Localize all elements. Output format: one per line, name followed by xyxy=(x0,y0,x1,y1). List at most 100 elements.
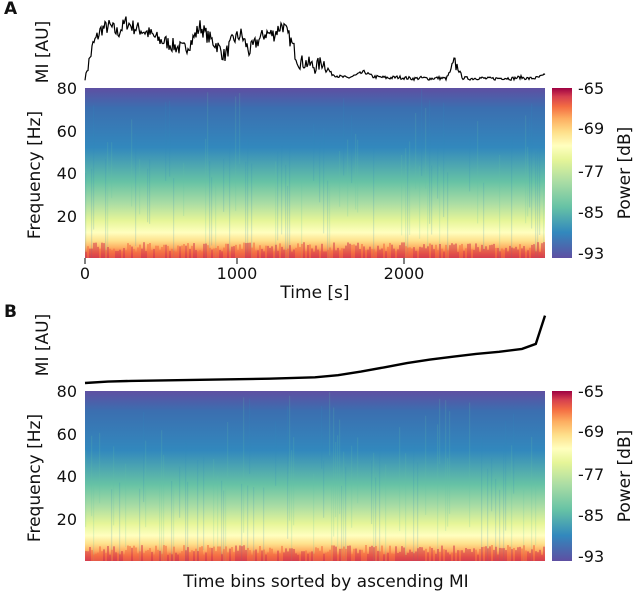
spectrogram-lowfreq-band xyxy=(249,242,251,258)
spectrogram-streak xyxy=(331,486,333,561)
spectrogram-lowfreq-band xyxy=(99,546,101,561)
spectrogram-lowfreq-band xyxy=(375,545,377,561)
spectrogram-streak xyxy=(171,481,173,561)
spectrogram-lowfreq-band xyxy=(407,552,409,561)
spectrogram-lowfreq-band xyxy=(283,249,285,258)
panel-a-colorbar xyxy=(552,88,572,258)
spectrogram-lowfreq-band xyxy=(121,251,123,258)
spectrogram-lowfreq-band xyxy=(207,545,209,561)
spectrogram-lowfreq-band xyxy=(137,247,139,258)
spectrogram-lowfreq-band xyxy=(337,247,339,258)
spectrogram-lowfreq-band xyxy=(101,242,103,258)
spectrogram-streak xyxy=(543,185,545,258)
spectrogram-lowfreq-band xyxy=(403,242,405,258)
spectrogram-lowfreq-band xyxy=(385,251,387,258)
spectrogram-lowfreq-band xyxy=(251,247,253,258)
spectrogram-lowfreq-band xyxy=(371,545,373,561)
panel-b-cbar-tick-77: -77 xyxy=(578,465,604,484)
spectrogram-lowfreq-band xyxy=(237,550,239,561)
spectrogram-lowfreq-band xyxy=(197,551,199,561)
spectrogram-streak xyxy=(339,419,341,515)
spectrogram-lowfreq-band xyxy=(147,549,149,561)
panel-b-cbar-tick-69: -69 xyxy=(578,422,604,441)
spectrogram-lowfreq-band xyxy=(527,551,529,561)
spectrogram-lowfreq-band xyxy=(95,242,97,258)
spectrogram-streak xyxy=(483,182,485,251)
spectrogram-lowfreq-band xyxy=(531,549,533,561)
spectrogram-streak xyxy=(407,148,409,255)
spectrogram-lowfreq-band xyxy=(139,551,141,561)
panel-a-cbar-label: Power [dB] xyxy=(615,127,635,220)
spectrogram-lowfreq-band xyxy=(163,244,165,258)
spectrogram-lowfreq-band xyxy=(543,546,545,561)
spectrogram-streak xyxy=(135,133,137,247)
spectrogram-lowfreq-band xyxy=(173,546,175,561)
spectrogram-streak xyxy=(281,146,283,235)
spectrogram-lowfreq-band xyxy=(249,550,251,561)
spectrogram-lowfreq-band xyxy=(511,247,513,258)
spectrogram-streak xyxy=(221,480,223,557)
spectrogram-lowfreq-band xyxy=(457,251,459,258)
spectrogram-lowfreq-band xyxy=(295,247,297,258)
spectrogram-lowfreq-band xyxy=(127,243,129,258)
spectrogram-streak xyxy=(277,151,279,241)
spectrogram-lowfreq-band xyxy=(351,244,353,258)
spectrogram-streak xyxy=(445,400,447,531)
spectrogram-lowfreq-band xyxy=(453,545,455,561)
spectrogram-streak xyxy=(143,411,145,503)
panel-b-ytick-40: 40 xyxy=(57,467,77,486)
spectrogram-lowfreq-band xyxy=(489,546,491,561)
spectrogram-streak xyxy=(351,115,353,184)
spectrogram-streak xyxy=(159,480,161,561)
panel-a-cbar-tick-85: -85 xyxy=(578,203,604,222)
spectrogram-streak xyxy=(431,165,433,235)
spectrogram-lowfreq-band xyxy=(455,243,457,258)
spectrogram-lowfreq-band xyxy=(527,250,529,258)
spectrogram-lowfreq-band xyxy=(205,552,207,561)
spectrogram-lowfreq-band xyxy=(481,244,483,258)
spectrogram-lowfreq-band xyxy=(523,545,525,561)
spectrogram-lowfreq-band xyxy=(289,548,291,561)
spectrogram-lowfreq-band xyxy=(511,549,513,561)
spectrogram-streak xyxy=(289,395,291,521)
spectrogram-streak xyxy=(511,137,513,258)
spectrogram-streak xyxy=(247,485,249,556)
spectrogram-streak xyxy=(185,441,187,561)
spectrogram-lowfreq-band xyxy=(165,244,167,258)
spectrogram-lowfreq-band xyxy=(457,550,459,561)
spectrogram-lowfreq-band xyxy=(273,553,275,561)
spectrogram-lowfreq-band xyxy=(255,549,257,561)
spectrogram-lowfreq-band xyxy=(95,553,97,561)
spectrogram-lowfreq-band xyxy=(371,249,373,258)
spectrogram-lowfreq-band xyxy=(283,552,285,561)
spectrogram-lowfreq-band xyxy=(321,243,323,258)
panel-b-spectrogram-texture xyxy=(85,392,545,561)
spectrogram-streak xyxy=(147,168,149,223)
spectrogram-streak xyxy=(169,100,171,177)
panel-a-cbar-tick-65: -65 xyxy=(578,79,604,98)
spectrogram-lowfreq-band xyxy=(353,244,355,258)
panel-label-a: A xyxy=(4,0,18,19)
spectrogram-lowfreq-band xyxy=(325,552,327,561)
panel-a-spectrogram xyxy=(85,88,545,258)
spectrogram-lowfreq-band xyxy=(485,246,487,258)
spectrogram-lowfreq-band xyxy=(213,248,215,258)
spectrogram-lowfreq-band xyxy=(405,246,407,258)
spectrogram-lowfreq-band xyxy=(117,553,119,561)
spectrogram-lowfreq-band xyxy=(279,553,281,561)
spectrogram-lowfreq-band xyxy=(343,546,345,561)
spectrogram-streak xyxy=(401,154,403,236)
spectrogram-lowfreq-band xyxy=(515,550,517,561)
spectrogram-lowfreq-band xyxy=(85,251,87,258)
spectrogram-lowfreq-band xyxy=(89,248,91,258)
spectrogram-streak xyxy=(215,184,217,257)
spectrogram-lowfreq-band xyxy=(191,550,193,561)
spectrogram-lowfreq-band xyxy=(307,553,309,561)
spectrogram-streak xyxy=(447,458,449,527)
spectrogram-streak xyxy=(449,411,451,514)
spectrogram-streak xyxy=(329,392,331,456)
panel-b-spectrogram-base xyxy=(85,391,545,561)
panel-b-colorbar xyxy=(552,391,572,561)
spectrogram-lowfreq-band xyxy=(467,549,469,561)
spectrogram-lowfreq-band xyxy=(181,245,183,258)
